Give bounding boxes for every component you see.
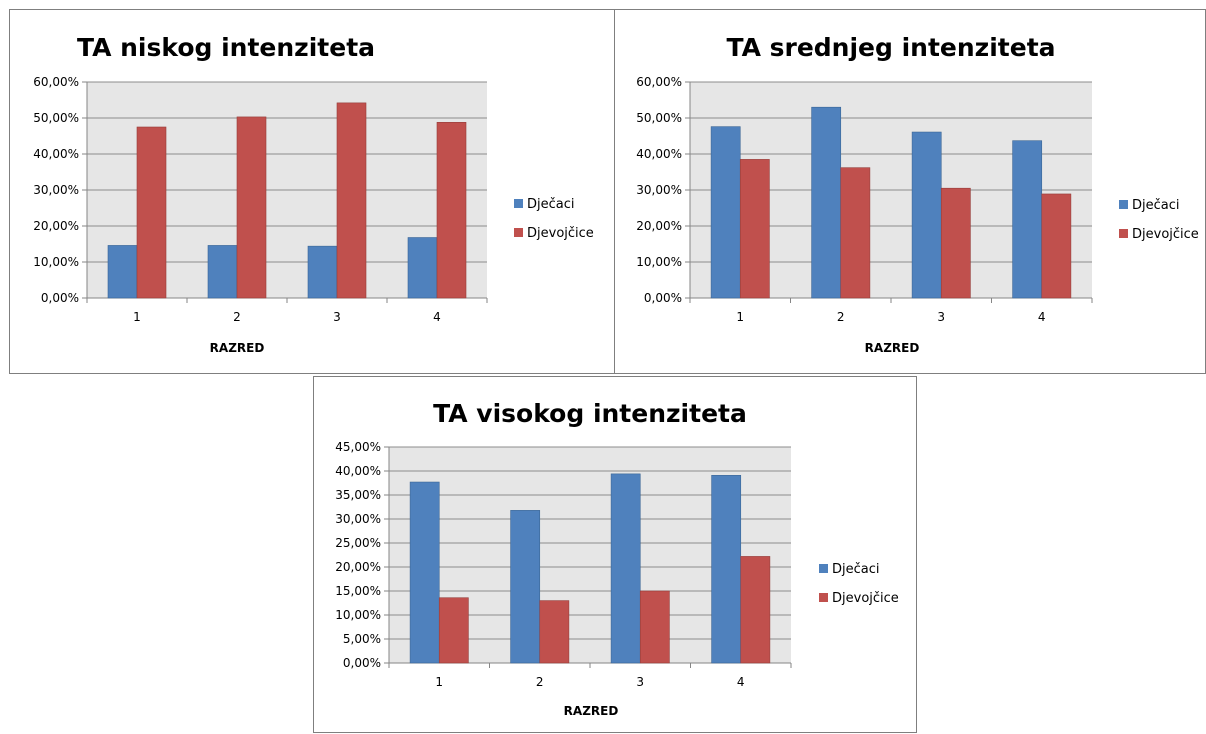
legend-swatch-djecaci: [1119, 200, 1128, 209]
x-tick-label: 2: [233, 310, 241, 324]
x-tick-label: 4: [433, 310, 441, 324]
legend-label-djevojcice: Djevojčice: [832, 591, 899, 606]
bar-djevojcice-3: [940, 187, 971, 299]
legend-label-djevojcice: Djevojčice: [1132, 227, 1199, 242]
y-tick-label: 20,00%: [33, 219, 79, 233]
y-tick-label: 50,00%: [33, 111, 79, 125]
y-tick-label: 10,00%: [335, 608, 381, 622]
legend-swatch-djevojcice: [1119, 229, 1128, 238]
bar-djevojcice-3: [336, 102, 367, 299]
y-tick-label: 15,00%: [335, 584, 381, 598]
bar-djevojcice-4: [1041, 193, 1072, 299]
y-tick-label: 30,00%: [636, 183, 682, 197]
y-tick-label: 10,00%: [33, 255, 79, 269]
y-tick-label: 30,00%: [33, 183, 79, 197]
bar-djecaci-1: [409, 481, 440, 664]
bar-djevojcice-2: [840, 167, 871, 299]
bar-djecaci-3: [610, 473, 641, 664]
y-tick-label: 20,00%: [335, 560, 381, 574]
y-tick-label: 40,00%: [636, 147, 682, 161]
y-tick-label: 30,00%: [335, 512, 381, 526]
bar-djecaci-3: [307, 245, 338, 299]
bar-djecaci-2: [811, 106, 842, 299]
legend-label-djecaci: Dječaci: [1132, 198, 1180, 213]
x-axis-label: RAZRED: [865, 341, 920, 355]
y-tick-label: 5,00%: [343, 632, 381, 646]
legend-label-djecaci: Dječaci: [832, 562, 880, 577]
bar-djecaci-1: [107, 245, 138, 299]
chart-title: TA srednjeg intenziteta: [726, 33, 1055, 62]
bar-djevojcice-4: [436, 122, 467, 299]
x-tick-label: 4: [1038, 310, 1046, 324]
y-tick-label: 50,00%: [636, 111, 682, 125]
y-tick-label: 20,00%: [636, 219, 682, 233]
legend-swatch-djecaci: [514, 199, 523, 208]
y-tick-label: 35,00%: [335, 488, 381, 502]
bar-djecaci-4: [711, 475, 742, 664]
y-tick-label: 60,00%: [33, 75, 79, 89]
bar-djecaci-3: [911, 131, 942, 299]
x-tick-label: 3: [937, 310, 945, 324]
legend-label-djevojcice: Djevojčice: [527, 226, 594, 241]
y-tick-label: 0,00%: [343, 656, 381, 670]
x-tick-label: 2: [536, 675, 544, 689]
x-tick-label: 3: [333, 310, 341, 324]
x-tick-label: 3: [636, 675, 644, 689]
legend-label-djecaci: Dječaci: [527, 197, 575, 212]
legend-swatch-djecaci: [819, 564, 828, 573]
chart-panel-srednjeg: TA srednjeg intenziteta RAZRED Dječaci D…: [614, 9, 1206, 374]
bar-djecaci-4: [407, 237, 438, 299]
x-axis-label: RAZRED: [564, 704, 619, 718]
x-tick-label: 1: [736, 310, 744, 324]
bar-djevojcice-4: [740, 556, 771, 664]
bar-djevojcice-1: [438, 597, 469, 664]
chart-title: TA niskog intenziteta: [77, 33, 375, 62]
bar-djecaci-4: [1012, 140, 1043, 299]
x-tick-label: 1: [435, 675, 443, 689]
chart-svg-niskog: TA niskog intenziteta RAZRED Dječaci Dje…: [33, 33, 594, 355]
y-tick-label: 60,00%: [636, 75, 682, 89]
chart-svg-srednjeg: TA srednjeg intenziteta RAZRED Dječaci D…: [636, 33, 1199, 355]
x-axis-label: RAZRED: [210, 341, 265, 355]
chart-svg-visokog: TA visokog intenziteta RAZRED Dječaci Dj…: [335, 399, 899, 718]
x-tick-label: 1: [133, 310, 141, 324]
x-tick-label: 4: [737, 675, 745, 689]
bar-djevojcice-2: [539, 600, 570, 664]
y-tick-label: 25,00%: [335, 536, 381, 550]
legend-swatch-djevojcice: [819, 593, 828, 602]
bar-djevojcice-2: [236, 116, 267, 299]
y-tick-label: 0,00%: [41, 291, 79, 305]
y-tick-label: 10,00%: [636, 255, 682, 269]
chart-panel-niskog: TA niskog intenziteta RAZRED Dječaci Dje…: [9, 9, 616, 374]
chart-panel-visokog: TA visokog intenziteta RAZRED Dječaci Dj…: [313, 376, 917, 733]
bar-djevojcice-1: [136, 126, 167, 299]
y-tick-label: 40,00%: [33, 147, 79, 161]
y-tick-label: 0,00%: [644, 291, 682, 305]
bar-djevojcice-3: [639, 590, 670, 664]
bar-djecaci-2: [207, 245, 238, 299]
y-tick-label: 40,00%: [335, 464, 381, 478]
y-tick-label: 45,00%: [335, 440, 381, 454]
bar-djevojcice-1: [739, 159, 770, 299]
bar-djecaci-2: [510, 510, 541, 664]
bar-djecaci-1: [710, 126, 741, 299]
legend-swatch-djevojcice: [514, 228, 523, 237]
chart-title: TA visokog intenziteta: [433, 399, 747, 428]
x-tick-label: 2: [837, 310, 845, 324]
